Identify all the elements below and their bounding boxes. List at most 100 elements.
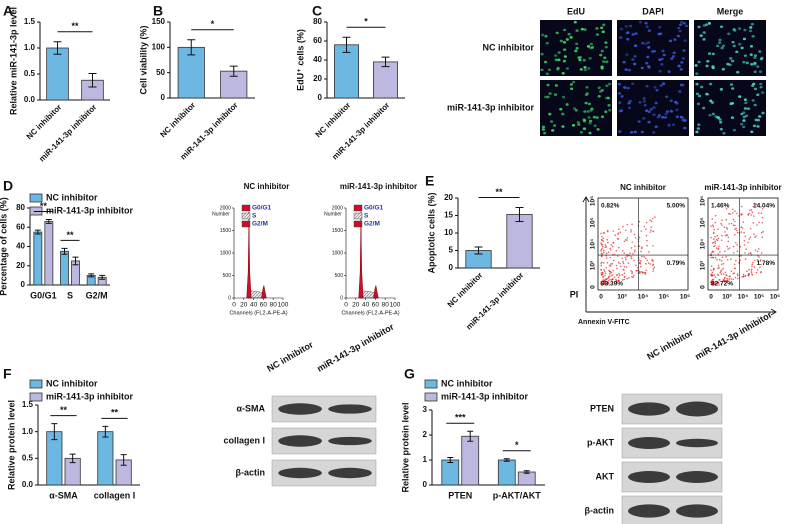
cell xyxy=(552,124,557,127)
cell xyxy=(673,38,677,41)
y-tick-label: 0 xyxy=(21,280,26,289)
event xyxy=(601,236,603,238)
band xyxy=(328,467,372,479)
event xyxy=(600,272,603,274)
event xyxy=(736,243,738,246)
cell xyxy=(655,88,659,92)
event xyxy=(617,276,620,279)
event xyxy=(617,279,620,282)
cell xyxy=(628,99,632,103)
significance: ** xyxy=(71,21,79,31)
event xyxy=(629,252,631,255)
cell xyxy=(647,46,651,49)
event xyxy=(626,223,629,226)
legend-swatch xyxy=(424,392,438,402)
cell xyxy=(675,115,679,119)
x-tick-label: 20 xyxy=(352,302,360,309)
cell xyxy=(574,42,579,46)
cell xyxy=(633,54,637,58)
event xyxy=(619,231,622,233)
cell xyxy=(697,25,701,29)
legend-swatch xyxy=(29,392,43,402)
cell xyxy=(570,87,574,91)
cell xyxy=(671,123,676,126)
event xyxy=(611,274,614,276)
event xyxy=(623,272,626,275)
cell xyxy=(756,65,760,68)
cell xyxy=(592,115,596,119)
event xyxy=(615,249,618,252)
event xyxy=(725,255,728,258)
cell xyxy=(573,20,577,24)
event xyxy=(741,227,744,229)
error-bar xyxy=(61,247,68,255)
event xyxy=(725,218,728,221)
event xyxy=(726,245,729,248)
event xyxy=(616,274,619,276)
event xyxy=(759,259,762,261)
event xyxy=(758,256,760,258)
event xyxy=(742,273,745,276)
event xyxy=(753,233,755,235)
event xyxy=(611,262,614,265)
event xyxy=(717,274,720,277)
event xyxy=(717,237,720,240)
event xyxy=(734,233,736,236)
x-tick-label: G2/M xyxy=(86,290,108,300)
event xyxy=(717,228,719,230)
cell xyxy=(661,115,665,119)
event xyxy=(601,253,604,255)
cell xyxy=(702,106,706,110)
cell xyxy=(697,123,701,126)
cell xyxy=(644,21,648,25)
event xyxy=(607,251,610,254)
event xyxy=(732,218,735,221)
y-tick-label: 0 xyxy=(423,480,428,489)
event xyxy=(710,280,712,283)
cell xyxy=(729,57,733,60)
cell xyxy=(647,120,651,124)
event xyxy=(601,280,603,282)
event xyxy=(654,216,656,218)
event xyxy=(638,272,641,274)
event xyxy=(606,238,609,241)
event xyxy=(646,244,648,247)
cell xyxy=(588,56,592,60)
event xyxy=(747,241,749,244)
event xyxy=(607,279,610,282)
event xyxy=(616,255,619,257)
cell xyxy=(753,103,757,107)
event xyxy=(731,212,734,214)
cell xyxy=(627,68,631,72)
band xyxy=(676,504,718,518)
cell xyxy=(707,52,712,55)
event xyxy=(750,270,753,272)
event xyxy=(723,226,726,229)
band xyxy=(628,471,670,483)
cell xyxy=(731,40,735,44)
event xyxy=(735,227,737,230)
event xyxy=(604,278,607,280)
cell xyxy=(730,116,735,119)
event xyxy=(732,224,735,227)
cell xyxy=(647,29,651,32)
cell xyxy=(619,36,623,39)
cell xyxy=(732,128,736,132)
cell xyxy=(758,115,762,118)
event xyxy=(712,251,715,253)
cell xyxy=(585,86,589,89)
cell xyxy=(745,114,749,118)
event xyxy=(638,220,641,223)
cell xyxy=(586,110,590,113)
cell xyxy=(745,61,749,65)
row-label: NC inhibitor xyxy=(483,42,535,52)
event xyxy=(649,263,651,265)
event xyxy=(748,268,750,271)
event xyxy=(762,230,764,233)
legend-swatch xyxy=(353,204,363,212)
event xyxy=(751,265,753,268)
y-tick-label: 0.5 xyxy=(22,453,34,462)
cell xyxy=(559,39,563,43)
cell xyxy=(633,130,637,134)
band xyxy=(628,504,670,518)
